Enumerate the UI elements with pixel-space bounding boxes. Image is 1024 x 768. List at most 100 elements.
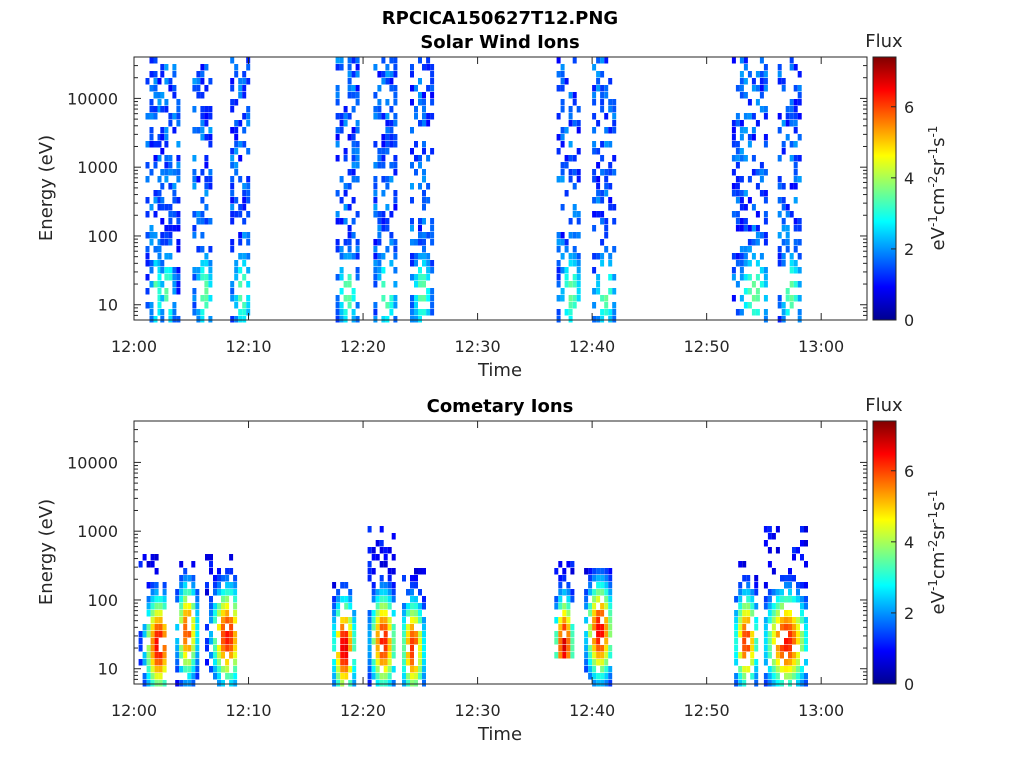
- spectrogram-cell: [572, 169, 577, 176]
- spectrogram-cell: [608, 617, 613, 624]
- spectrogram-cell: [739, 120, 744, 127]
- spectrogram-cell: [759, 267, 764, 274]
- spectrogram-cell: [789, 155, 794, 162]
- spectrogram-cell: [379, 603, 384, 610]
- spectrogram-cell: [367, 617, 372, 624]
- spectrogram-cell: [780, 652, 784, 659]
- y-tick-label: 10: [98, 296, 118, 315]
- spectrogram-cell: [339, 64, 344, 71]
- spectrogram-cell: [410, 309, 414, 316]
- spectrogram-cell: [800, 673, 804, 680]
- spectrogram-cell: [344, 673, 349, 680]
- spectrogram-cell: [233, 582, 238, 589]
- spectrogram-cell: [145, 288, 150, 295]
- spectrogram-cell: [788, 638, 792, 645]
- spectrogram-cell: [379, 526, 384, 533]
- spectrogram-cell: [352, 617, 357, 624]
- spectrogram-cell: [608, 183, 613, 190]
- spectrogram-cell: [600, 211, 605, 218]
- spectrogram-cell: [157, 78, 162, 85]
- spectrogram-cell: [410, 302, 414, 309]
- spectrogram-cell: [187, 680, 192, 687]
- spectrogram-cell: [410, 71, 414, 78]
- x-tick-label: 12:50: [684, 701, 730, 720]
- spectrogram-cell: [172, 211, 177, 218]
- spectrogram-cell: [238, 281, 243, 288]
- spectrogram-cell: [751, 225, 756, 232]
- spectrogram-cell: [572, 120, 577, 127]
- spectrogram-cell: [751, 281, 756, 288]
- spectrogram-cell: [759, 57, 764, 64]
- spectrogram-cell: [162, 596, 167, 603]
- spectrogram-cell: [560, 253, 565, 260]
- spectrogram-cell: [608, 568, 613, 575]
- spectrogram-cell: [612, 288, 617, 295]
- spectrogram-cell: [176, 106, 181, 113]
- spectrogram-cell: [596, 120, 601, 127]
- spectrogram-cell: [804, 540, 808, 547]
- spectrogram-cell: [221, 645, 225, 652]
- spectrogram-cell: [604, 652, 609, 659]
- spectrogram-cell: [734, 596, 739, 603]
- spectrogram-cell: [596, 316, 601, 323]
- spectrogram-cell: [426, 232, 431, 239]
- spectrogram-cell: [406, 673, 410, 680]
- spectrogram-cell: [168, 204, 173, 211]
- spectrogram-cell: [600, 99, 605, 106]
- spectrogram-cell: [355, 120, 360, 127]
- spectrogram-cell: [157, 197, 162, 204]
- spectrogram-cell: [175, 652, 180, 659]
- spectrogram-cell: [410, 596, 414, 603]
- spectrogram-cell: [352, 673, 357, 680]
- spectrogram-cell: [149, 134, 154, 141]
- spectrogram-cell: [788, 568, 792, 575]
- spectrogram-cell: [393, 71, 398, 78]
- spectrogram-cell: [142, 680, 147, 687]
- x-tick-label: 12:10: [225, 701, 271, 720]
- spectrogram-cell: [371, 666, 376, 673]
- spectrogram-cell: [192, 155, 197, 162]
- spectrogram-cell: [759, 106, 764, 113]
- spectrogram-cell: [157, 92, 162, 99]
- spectrogram-cell: [422, 631, 426, 638]
- spectrogram-cell: [187, 589, 192, 596]
- spectrogram-cell: [426, 64, 431, 71]
- spectrogram-cell: [784, 596, 788, 603]
- spectrogram-cell: [558, 638, 563, 645]
- spectrogram-cell: [179, 589, 184, 596]
- spectrogram-cell: [183, 575, 188, 582]
- spectrogram-cell: [246, 253, 251, 260]
- spectrogram-cell: [612, 316, 617, 323]
- spectrogram-cell: [230, 148, 235, 155]
- spectrogram-cell: [381, 295, 386, 302]
- spectrogram-cell: [246, 295, 251, 302]
- spectrogram-cell: [793, 246, 798, 253]
- spectrogram-cell: [347, 239, 352, 246]
- spectrogram-cell: [142, 659, 147, 666]
- spectrogram-cell: [183, 617, 188, 624]
- spectrogram-cell: [410, 218, 414, 225]
- spectrogram-cell: [238, 204, 243, 211]
- spectrogram-cell: [738, 624, 743, 631]
- spectrogram-cell: [389, 239, 394, 246]
- spectrogram-cell: [402, 603, 406, 610]
- spectrogram-cell: [558, 575, 563, 582]
- spectrogram-cell: [558, 603, 563, 610]
- spectrogram-cell: [767, 617, 772, 624]
- spectrogram-cell: [566, 652, 571, 659]
- spectrogram-cell: [344, 645, 349, 652]
- spectrogram-cell: [763, 218, 768, 225]
- spectrogram-cell: [393, 302, 398, 309]
- spectrogram-cell: [179, 582, 184, 589]
- spectrogram-cell: [387, 603, 392, 610]
- spectrogram-cell: [604, 673, 609, 680]
- spectrogram-cell: [160, 92, 165, 99]
- spectrogram-cell: [767, 533, 772, 540]
- spectrogram-cell: [422, 260, 426, 267]
- spectrogram-cell: [554, 652, 559, 659]
- spectrogram-cell: [746, 645, 751, 652]
- spectrogram-cell: [568, 176, 573, 183]
- spectrogram-cell: [584, 568, 589, 575]
- spectrogram-cell: [763, 652, 768, 659]
- spectrogram-cell: [153, 246, 158, 253]
